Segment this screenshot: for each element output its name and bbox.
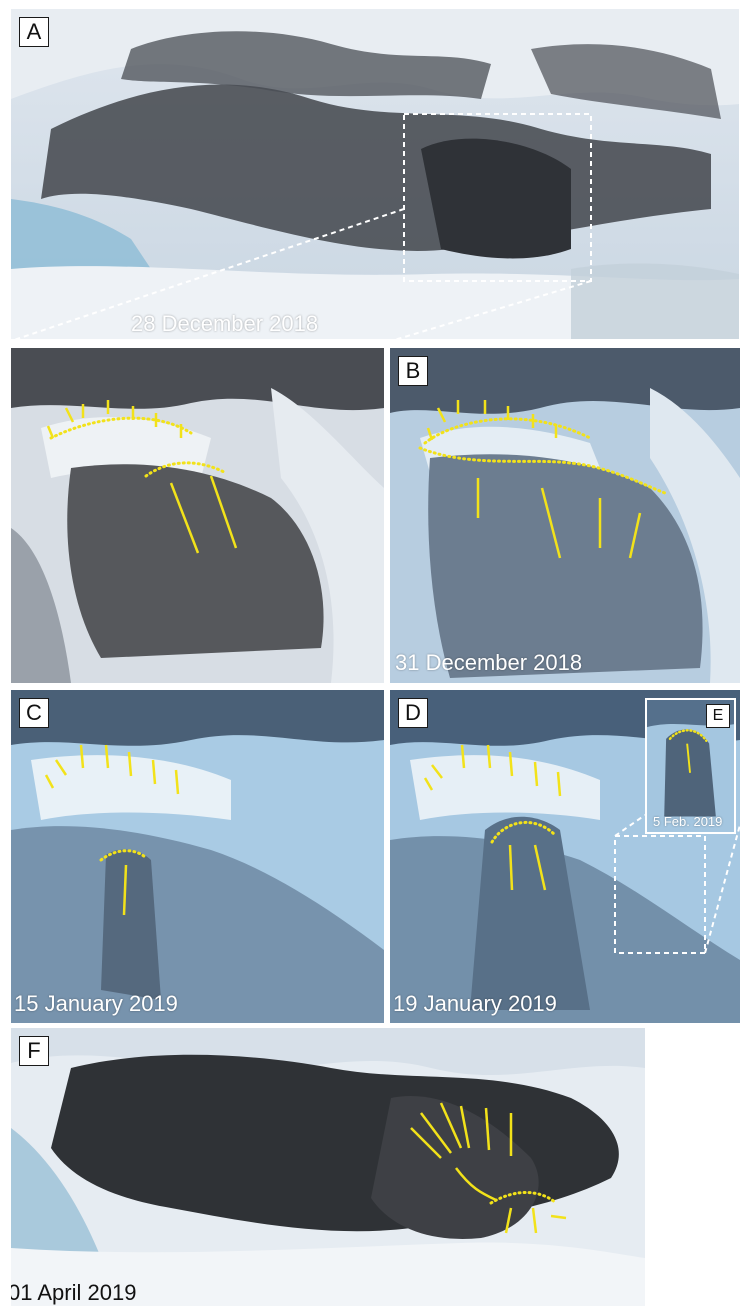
panel-d-date: 19 January 2019: [393, 991, 557, 1016]
panel-e-inset: E 5 Feb. 2019: [645, 698, 736, 834]
panel-c-date: 15 January 2019: [14, 991, 178, 1016]
panel-e-date: 5 Feb. 2019: [653, 814, 723, 829]
panel-a-label: A: [19, 17, 49, 47]
panel-b-date: 31 December 2018: [395, 650, 583, 675]
panel-e-label: E: [706, 704, 730, 728]
panel-c-label: C: [19, 698, 49, 728]
panel-a-date: 28 December 2018: [131, 311, 319, 336]
panel-d-photo: D 19 January 2019 E 5 Feb. 2019: [390, 690, 740, 1023]
mountain-photo-zoom: [11, 348, 384, 683]
panel-f-date: 01 April 2019: [11, 1280, 137, 1305]
mountain-photo-a: [11, 9, 739, 339]
panel-d-label: D: [398, 698, 428, 728]
mountain-photo-c: [11, 690, 384, 1023]
panel-f-label: F: [19, 1036, 49, 1066]
panel-b-photo: B 31 December 2018: [390, 348, 740, 683]
panel-b-label: B: [398, 356, 428, 386]
mountain-photo-f: [11, 1028, 645, 1306]
panel-a-photo: A 28 December 2018: [11, 9, 739, 339]
mountain-photo-b: [390, 348, 740, 683]
panel-c-photo: C 15 January 2019: [11, 690, 384, 1023]
panel-zoom-photo: [11, 348, 384, 683]
panel-f-photo: F 01 April 2019: [11, 1028, 645, 1306]
